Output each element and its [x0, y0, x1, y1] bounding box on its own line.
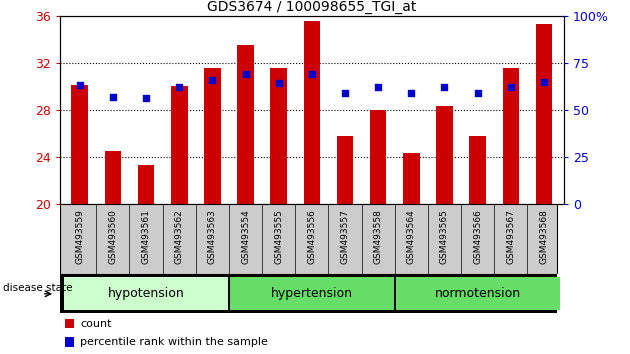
Point — [108, 94, 118, 99]
Text: GSM493562: GSM493562 — [175, 209, 184, 264]
Text: GSM493558: GSM493558 — [374, 209, 382, 264]
Text: GSM493563: GSM493563 — [208, 209, 217, 264]
Text: count: count — [80, 319, 112, 329]
Bar — [65, 319, 74, 328]
Text: GSM493564: GSM493564 — [407, 209, 416, 264]
Bar — [171, 86, 188, 204]
Bar — [536, 24, 553, 204]
Point — [506, 84, 516, 90]
Bar — [503, 68, 519, 204]
Text: GSM493555: GSM493555 — [274, 209, 284, 264]
Text: GSM493566: GSM493566 — [473, 209, 482, 264]
Bar — [230, 278, 394, 310]
Text: GSM493557: GSM493557 — [340, 209, 350, 264]
Text: hypertension: hypertension — [271, 287, 353, 300]
Text: GSM493560: GSM493560 — [108, 209, 117, 264]
Point — [174, 84, 184, 90]
Bar — [204, 68, 220, 204]
Text: hypotension: hypotension — [108, 287, 185, 300]
Bar — [436, 106, 453, 204]
Bar — [105, 151, 121, 204]
Point — [539, 79, 549, 84]
Point — [241, 71, 251, 77]
Point — [472, 90, 483, 96]
Bar — [71, 85, 88, 204]
Point — [141, 96, 151, 101]
Text: GSM493568: GSM493568 — [539, 209, 549, 264]
Bar — [396, 278, 559, 310]
Point — [340, 90, 350, 96]
Bar — [469, 136, 486, 204]
Point — [273, 81, 284, 86]
Text: GSM493556: GSM493556 — [307, 209, 316, 264]
Bar — [65, 337, 74, 347]
Bar — [270, 68, 287, 204]
Point — [307, 71, 317, 77]
Bar — [64, 278, 228, 310]
Point — [440, 84, 450, 90]
Bar — [370, 110, 386, 204]
Text: GSM493567: GSM493567 — [507, 209, 515, 264]
Bar — [304, 21, 320, 204]
Bar — [336, 136, 353, 204]
Text: GSM493565: GSM493565 — [440, 209, 449, 264]
Point — [406, 90, 416, 96]
Point — [373, 84, 383, 90]
Text: percentile rank within the sample: percentile rank within the sample — [80, 337, 268, 347]
Point — [207, 77, 217, 82]
Text: GSM493561: GSM493561 — [142, 209, 151, 264]
Text: disease state: disease state — [3, 283, 72, 293]
Bar — [138, 165, 154, 204]
Text: GSM493559: GSM493559 — [75, 209, 84, 264]
Text: normotension: normotension — [435, 287, 521, 300]
Point — [75, 82, 85, 88]
Text: GSM493554: GSM493554 — [241, 209, 250, 264]
Title: GDS3674 / 100098655_TGI_at: GDS3674 / 100098655_TGI_at — [207, 0, 416, 13]
Bar — [238, 45, 254, 204]
Bar — [403, 153, 420, 204]
